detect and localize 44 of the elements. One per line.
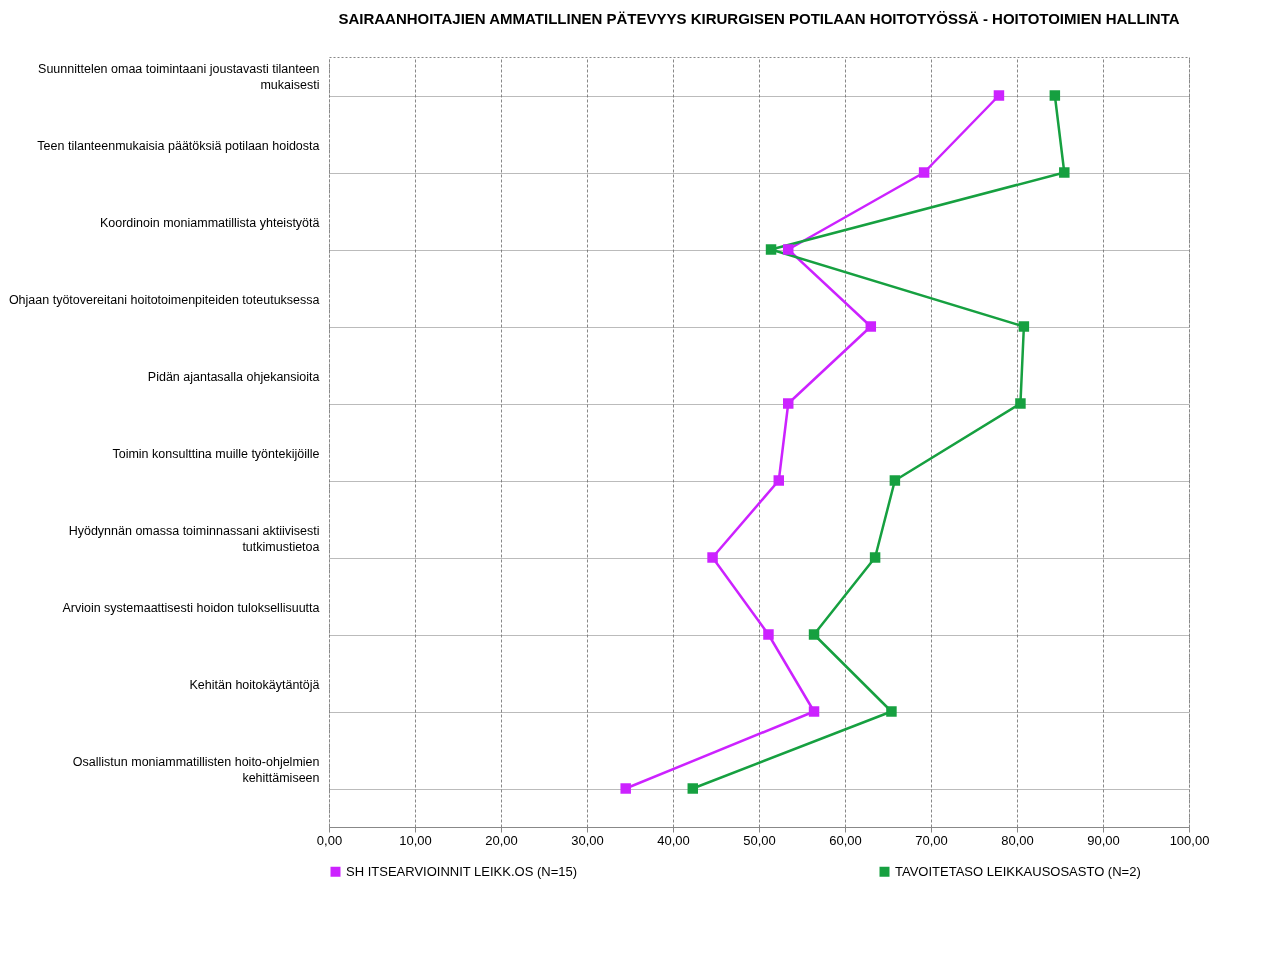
y-tick-label: Ohjaan työtovereitani hoitotoimenpiteiden toteutuksessa <box>8 293 320 307</box>
chart-title: SAIRAANHOITAJIEN AMMATILLINEN PÄTEVYYS KIRURGISEN POTILAAN HOITOTYÖSSÄ - HOITOTOIMIEN HALLINTA <box>338 10 1180 27</box>
x-tick-label: 70,00 <box>915 832 948 848</box>
x-tick-label: 100,00 <box>1169 832 1210 848</box>
point <box>918 167 930 178</box>
point <box>773 475 785 486</box>
point <box>1049 90 1061 101</box>
legend-label: SH ITSEARVIOINNIT LEIKK.OS (N=15) <box>346 863 578 879</box>
point <box>993 90 1005 101</box>
y-tick-label: Suunnittelen omaa toimintaani joustavasti tilanteen mukaisesti <box>38 62 320 92</box>
y-tick-label: Koordinoin moniammatillista yhteistyötä <box>99 216 320 230</box>
y-tick-label: Pidän ajantasalla ohjekansioita <box>147 370 320 384</box>
point <box>620 783 631 794</box>
point <box>1059 167 1070 178</box>
point <box>783 244 794 255</box>
x-tick-label: 10,00 <box>399 832 432 848</box>
point <box>808 706 820 717</box>
y-tick-label: Osallistun moniammatillisten hoito-ohjelmien kehittämiseen <box>72 755 320 785</box>
point <box>869 552 881 563</box>
point <box>889 475 901 486</box>
point <box>808 629 820 640</box>
x-tick-label: 40,00 <box>657 832 690 848</box>
point <box>687 783 699 794</box>
y-tick-label: Arvioin systemaattisesti hoidon tuloksellisuutta <box>62 601 320 615</box>
point <box>783 398 794 409</box>
legend-label: TAVOITETASO LEIKKAUSOSASTO (N=2) <box>895 863 1141 879</box>
x-tick-label: 20,00 <box>485 832 518 848</box>
y-tick-label: Teen tilanteenmukaisia päätöksiä potilaan hoidosta <box>37 139 320 153</box>
x-tick-label: 0,00 <box>316 832 343 848</box>
y-tick-label: Hyödynnän omassa toiminnassani aktiivisesti tutkimustietoa <box>68 524 320 554</box>
y-tick-label: Kehitän hoitokäytäntöjä <box>189 678 320 692</box>
point <box>765 244 777 255</box>
point <box>1015 398 1026 409</box>
point <box>1018 321 1030 332</box>
x-tick-label: 30,00 <box>571 832 604 848</box>
point <box>865 321 877 332</box>
point <box>886 706 897 717</box>
point <box>707 552 718 563</box>
y-tick-label: Toimin konsulttina muille työntekijöille <box>112 447 320 461</box>
x-tick-label: 80,00 <box>1001 832 1034 848</box>
x-tick-label: 60,00 <box>829 832 862 848</box>
point <box>763 629 774 640</box>
x-tick-label: 90,00 <box>1087 832 1120 848</box>
x-tick-label: 50,00 <box>743 832 776 848</box>
